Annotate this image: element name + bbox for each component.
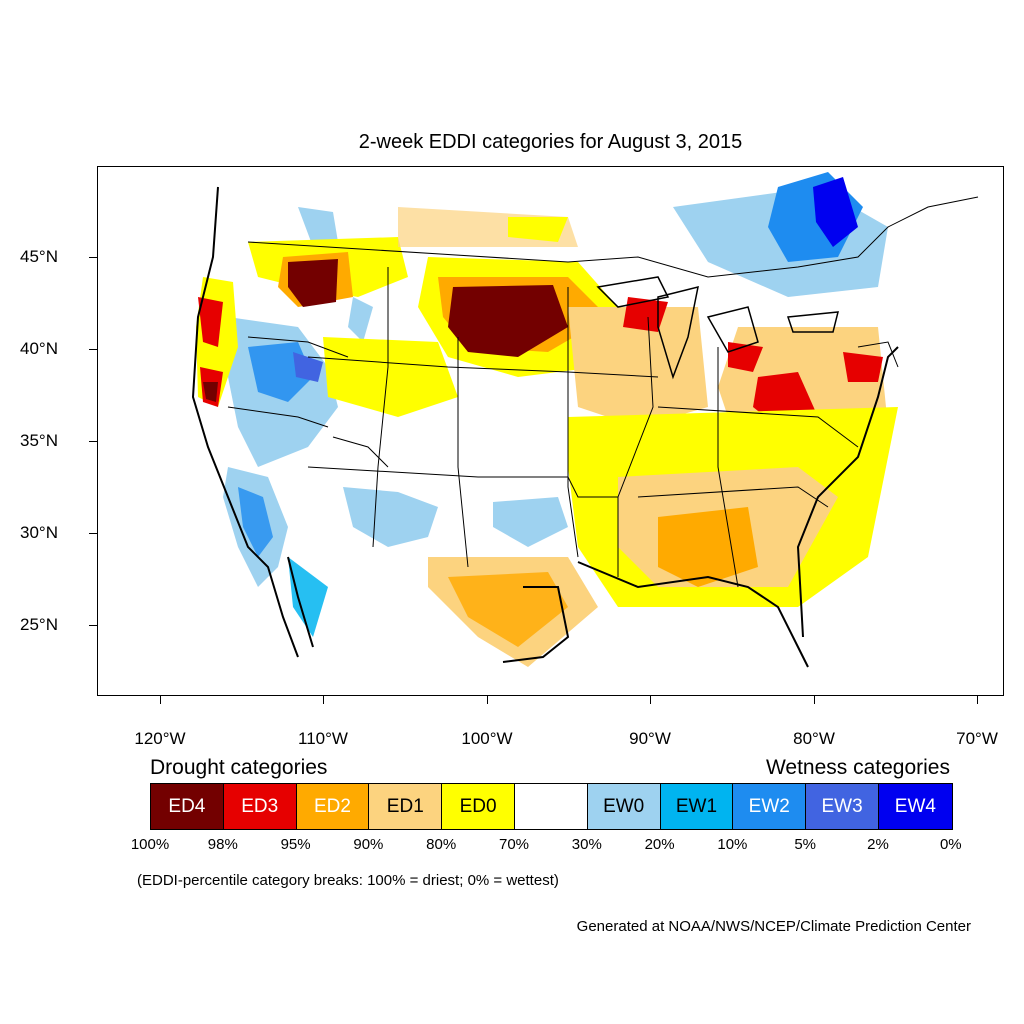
boundaries (191, 186, 979, 668)
percentile-label: 95% (280, 836, 311, 853)
percentile-label: 70% (498, 836, 530, 853)
legend-box-ew1: EW1 (660, 784, 734, 829)
lon-tick (487, 696, 488, 704)
lon-tick (160, 696, 161, 704)
drought-heading: Drought categories (150, 756, 328, 779)
percentile-label: 0% (939, 836, 962, 853)
lon-label: 120°W (134, 729, 186, 748)
percentile-label: 20% (644, 836, 675, 853)
lat-tick (89, 625, 97, 626)
category-legend: ED4 ED3 ED2 ED1 ED0 EW0 EW1 EW2 EW3 EW4 (150, 783, 953, 830)
lat-tick (89, 349, 97, 350)
lon-label: 110°W (298, 729, 348, 748)
wetness-regions (223, 172, 888, 637)
legend-box-ed2: ED2 (296, 784, 370, 829)
lat-tick (89, 257, 97, 258)
lon-label: 90°W (629, 729, 671, 748)
map-title: 2-week EDDI categories for August 3, 201… (358, 131, 743, 153)
wetness-heading: Wetness categories (765, 756, 950, 779)
category-note: (EDDI-percentile category breaks: 100% =… (137, 872, 559, 889)
percentile-label: 5% (794, 836, 817, 853)
legend-box-ew2: EW2 (733, 784, 807, 829)
lon-tick (977, 696, 978, 704)
legend-box-ew4: EW4 (878, 784, 952, 829)
lat-label: 45°N (20, 247, 58, 266)
credit-text: Generated at NOAA/NWS/NCEP/Climate Predi… (576, 918, 971, 935)
legend-box-ed4: ED4 (151, 784, 224, 829)
lat-tick (89, 533, 97, 534)
lon-label: 100°W (461, 729, 513, 748)
percentile-label: 2% (867, 836, 889, 853)
lon-tick (323, 696, 324, 704)
lon-tick (650, 696, 651, 704)
lat-label: 35°N (20, 431, 58, 450)
lat-tick (89, 441, 97, 442)
legend-box-ew3: EW3 (806, 784, 879, 829)
lon-label: 80°W (793, 729, 835, 748)
percentile-label: 98% (207, 836, 238, 853)
legend-box-ew0: EW0 (587, 784, 661, 829)
legend-box-ed0: ED0 (442, 784, 515, 829)
lat-label: 30°N (20, 523, 58, 542)
map-graphic (191, 172, 979, 668)
percentile-label: 10% (717, 836, 748, 853)
percentile-label: 30% (571, 836, 602, 853)
legend-box-ed1: ED1 (369, 784, 443, 829)
legend-box-neutral (514, 784, 588, 829)
lat-label: 40°N (20, 339, 58, 358)
eddi-map (97, 166, 1004, 696)
percentile-label: 80% (426, 836, 457, 853)
lon-label: 70°W (956, 729, 998, 748)
lon-tick (814, 696, 815, 704)
percentile-label: 90% (353, 836, 384, 853)
drought-regions (196, 207, 898, 667)
legend-box-ed3: ED3 (223, 784, 297, 829)
lat-label: 25°N (20, 615, 58, 634)
percentile-label: 100% (130, 836, 170, 853)
